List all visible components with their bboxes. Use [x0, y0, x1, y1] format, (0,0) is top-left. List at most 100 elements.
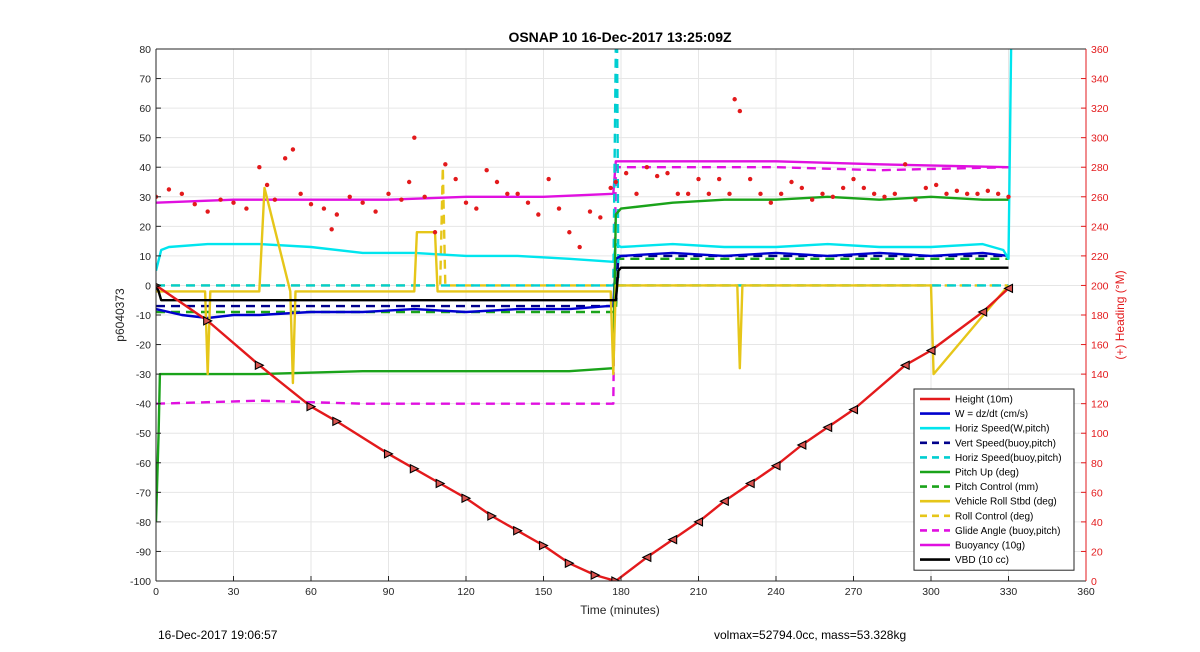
heading-point — [654, 173, 660, 179]
y-tick-label: -50 — [136, 428, 151, 440]
heading-point — [871, 191, 877, 197]
heading-point — [608, 185, 613, 191]
heading-point — [525, 200, 531, 205]
heading-point — [964, 191, 970, 197]
heading-point — [809, 197, 815, 202]
heading-point — [244, 206, 249, 211]
height-marker — [667, 534, 678, 545]
series-line-8 — [156, 165, 1009, 287]
heading-point — [799, 185, 805, 191]
heading-point — [422, 194, 427, 199]
height-marker — [1003, 283, 1014, 294]
heading-point — [321, 206, 327, 211]
heading-point — [515, 191, 520, 197]
heading-point — [644, 165, 650, 170]
heading-point — [432, 230, 438, 235]
heading-point — [231, 200, 236, 205]
height-marker — [977, 307, 988, 317]
heading-point — [329, 227, 334, 232]
y2-tick-label: 160 — [1091, 340, 1109, 352]
x-axis-label: Time (minutes) — [580, 603, 660, 617]
heading-point — [399, 197, 404, 202]
heading-point — [1006, 194, 1011, 199]
series-line-0 — [156, 284, 1010, 581]
heading-point — [778, 191, 784, 197]
height-marker — [693, 516, 704, 527]
heading-point — [634, 191, 639, 197]
heading-point — [257, 165, 262, 170]
heading-point — [453, 176, 458, 182]
heading-point — [913, 197, 918, 202]
height-marker — [487, 511, 498, 521]
y-tick-label: -100 — [130, 576, 151, 588]
y-tick-label: -80 — [136, 517, 151, 529]
legend-label: Roll Control (deg) — [955, 511, 1033, 522]
y2-tick-label: 300 — [1091, 133, 1109, 145]
heading-point — [995, 191, 1001, 197]
heading-point — [308, 201, 314, 207]
y-tick-label: 10 — [139, 251, 151, 263]
height-marker — [822, 422, 833, 433]
heading-point — [768, 200, 774, 205]
heading-point — [567, 230, 572, 235]
heading-point — [598, 215, 603, 220]
height-marker — [899, 360, 910, 371]
legend-label: Vert Speed(buoy,pitch) — [955, 438, 1056, 449]
height-marker — [641, 552, 652, 563]
heading-point — [882, 194, 887, 199]
heading-point — [923, 185, 929, 191]
heading-point — [902, 162, 908, 167]
height-marker — [848, 404, 859, 415]
legend-label: Buoyancy (10g) — [955, 541, 1025, 552]
heading-point — [484, 167, 489, 173]
y-tick-label: 40 — [139, 162, 151, 174]
y2-tick-label: 340 — [1091, 74, 1109, 86]
legend-label: Pitch Up (deg) — [955, 468, 1019, 479]
heading-point — [406, 179, 412, 185]
y2-tick-label: 180 — [1091, 310, 1109, 322]
height-marker — [719, 496, 729, 507]
y-tick-label: -70 — [136, 487, 151, 499]
heading-point — [665, 170, 670, 176]
heading-point — [675, 191, 681, 197]
heading-point — [412, 135, 417, 140]
heading-point — [944, 191, 949, 197]
heading-point — [820, 191, 825, 197]
heading-point — [373, 209, 378, 214]
height-marker — [513, 525, 523, 536]
x-tick-label: 360 — [1077, 586, 1095, 598]
heading-point — [747, 176, 753, 182]
heading-point — [179, 191, 185, 197]
heading-point — [463, 200, 469, 205]
y-tick-label: 20 — [139, 221, 151, 233]
y-tick-label: 70 — [139, 74, 151, 86]
heading-point — [623, 170, 629, 176]
x-tick-label: 240 — [767, 586, 785, 598]
y-tick-label: -10 — [136, 310, 151, 322]
chart-title: OSNAP 10 16-Dec-2017 13:25:09Z — [508, 29, 732, 45]
height-marker — [306, 401, 317, 412]
heading-point — [758, 191, 763, 197]
x-tick-label: 0 — [153, 586, 159, 598]
heading-point — [892, 191, 898, 197]
y2-tick-label: 100 — [1091, 428, 1109, 440]
height-marker — [611, 576, 622, 581]
heading-point — [386, 191, 391, 197]
height-marker — [564, 558, 575, 569]
heading-point — [851, 176, 856, 182]
y2-tick-label: 120 — [1091, 399, 1109, 411]
x-tick-label: 180 — [612, 586, 630, 598]
heading-point — [536, 212, 541, 217]
legend-label: Horiz Speed(W,pitch) — [955, 424, 1049, 435]
heading-point — [613, 179, 619, 185]
heading-point — [737, 108, 743, 114]
legend-label: Horiz Speed(buoy,pitch) — [955, 453, 1062, 464]
y-tick-label: 60 — [139, 103, 151, 115]
heading-point — [205, 209, 210, 214]
heading-point — [290, 147, 296, 152]
y2-tick-label: 220 — [1091, 251, 1109, 263]
y-tick-label: 30 — [139, 192, 151, 204]
legend-label: Height (10m) — [955, 395, 1013, 406]
y2-tick-label: 60 — [1091, 487, 1103, 499]
